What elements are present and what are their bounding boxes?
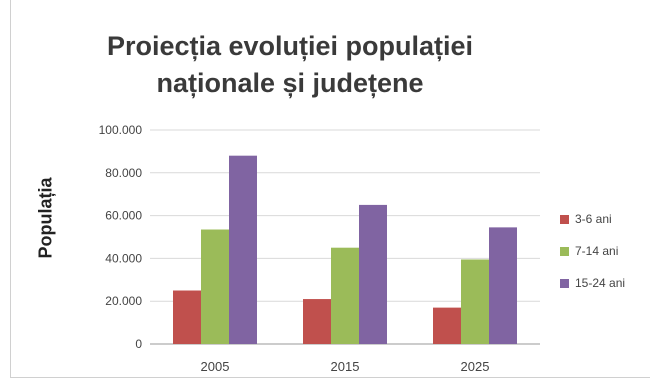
bar-3-6-ani-2005 (173, 290, 201, 344)
legend-item: 3-6 ani (560, 203, 625, 235)
x-tick-label: 2025 (461, 359, 490, 374)
y-tick-label: 60.000 (105, 209, 142, 223)
bar-15-24-ani-2025 (489, 227, 517, 344)
bar-3-6-ani-2015 (303, 299, 331, 344)
chart-title-line-2: naționale și județene (156, 68, 424, 98)
bar-15-24-ani-2005 (229, 155, 257, 344)
y-tick-label: 80.000 (105, 166, 142, 180)
bar-7-14-ani-2005 (201, 229, 229, 344)
bar-7-14-ani-2015 (331, 247, 359, 344)
y-tick-labels: 0 20.000 40.000 60.000 80.000 100.000 (99, 123, 143, 351)
x-tick-label: 2015 (331, 359, 360, 374)
bar-3-6-ani-2025 (433, 307, 461, 344)
chart-frame (10, 0, 650, 378)
bar-15-24-ani-2015 (359, 204, 387, 344)
bars (173, 155, 517, 344)
bar-7-14-ani-2025 (461, 259, 489, 344)
legend-label: 15-24 ani (575, 276, 626, 290)
y-tick-label: 40.000 (105, 251, 142, 265)
legend-swatch (560, 278, 569, 288)
legend: 3-6 ani 7-14 ani 15-24 ani (560, 203, 625, 299)
legend-label: 3-6 ani (575, 212, 612, 226)
chart-title: Proiecția evoluției populației naționale… (80, 28, 500, 102)
legend-item: 15-24 ani (560, 267, 625, 299)
x-tick-label: 2005 (201, 359, 230, 374)
legend-label: 7-14 ani (575, 244, 619, 258)
x-tick-labels: 2005 2015 2025 (201, 359, 490, 374)
legend-item: 7-14 ani (560, 235, 625, 267)
chart-title-line-1: Proiecția evoluției populației (106, 31, 474, 61)
legend-swatch (560, 214, 569, 224)
y-tick-label: 100.000 (99, 123, 143, 137)
y-tick-label: 0 (135, 337, 142, 351)
y-tick-label: 20.000 (105, 294, 142, 308)
legend-swatch (560, 246, 569, 256)
